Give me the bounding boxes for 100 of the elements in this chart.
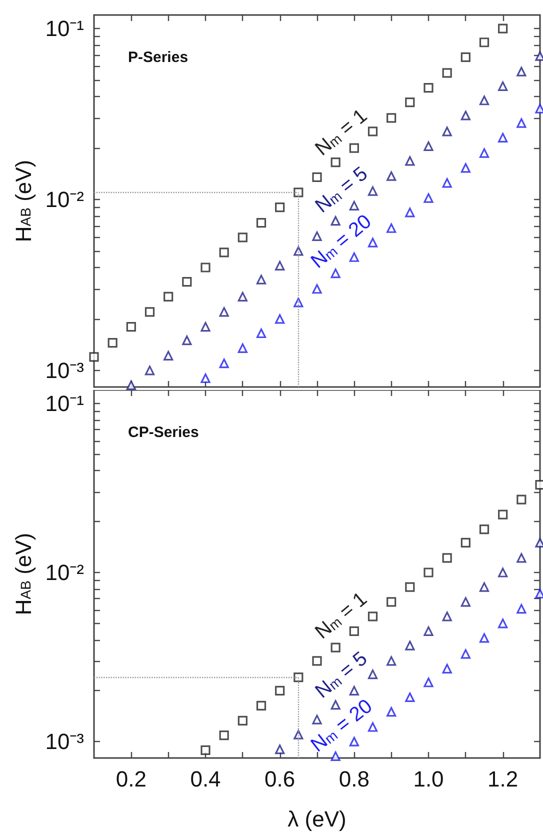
point <box>386 223 396 233</box>
point <box>108 338 118 348</box>
point <box>144 307 155 317</box>
point <box>479 96 490 106</box>
point <box>460 597 470 607</box>
y-axis-title: HAB (eV) <box>10 160 36 242</box>
point <box>219 730 229 740</box>
point <box>516 66 526 76</box>
point <box>182 276 192 287</box>
point <box>182 336 192 346</box>
point <box>516 118 526 128</box>
point <box>460 163 470 173</box>
point <box>330 216 340 226</box>
point <box>442 178 452 188</box>
point <box>498 510 508 520</box>
point <box>238 232 248 242</box>
point <box>164 350 174 360</box>
point <box>349 252 359 262</box>
y-tick-label: 10⁻² <box>45 560 84 585</box>
y-tick-label: 10⁻³ <box>45 729 84 754</box>
point <box>256 328 266 338</box>
point <box>405 692 415 702</box>
point <box>368 612 378 622</box>
point <box>238 292 248 302</box>
point <box>386 656 396 666</box>
x-tick-label: 1.2 <box>488 766 518 792</box>
point <box>386 707 396 717</box>
point <box>275 686 285 696</box>
point <box>460 649 470 659</box>
point <box>256 700 266 711</box>
point <box>424 568 434 578</box>
point <box>275 202 285 212</box>
point <box>479 148 490 158</box>
point <box>200 322 210 332</box>
point <box>275 260 285 270</box>
point <box>330 700 340 710</box>
point <box>275 744 285 754</box>
point <box>312 284 322 294</box>
point <box>424 141 434 151</box>
point <box>405 98 415 108</box>
point <box>405 208 415 218</box>
point <box>294 188 304 198</box>
x-tick-label: 0.4 <box>190 766 221 792</box>
point <box>424 626 434 636</box>
point <box>442 68 452 78</box>
text: Nm = 1 <box>311 588 372 644</box>
point <box>442 126 452 136</box>
point <box>460 52 470 62</box>
point <box>144 366 155 376</box>
point <box>442 612 452 622</box>
point <box>405 156 415 166</box>
y-axis-title: HAB (eV) <box>10 532 36 616</box>
x-tick-label: 0.6 <box>264 766 296 792</box>
point <box>238 716 248 726</box>
point <box>238 343 248 353</box>
point <box>330 751 340 761</box>
point <box>219 307 229 317</box>
point <box>479 38 490 48</box>
point <box>349 736 359 746</box>
point <box>219 358 229 368</box>
point <box>479 582 490 592</box>
point <box>479 524 490 534</box>
point <box>200 373 210 384</box>
point <box>498 81 508 91</box>
y-tick-label: 10⁻¹ <box>45 390 84 416</box>
point <box>442 553 452 563</box>
point <box>368 186 378 196</box>
point <box>368 126 378 136</box>
point <box>386 113 396 123</box>
point <box>349 686 359 696</box>
point <box>368 670 378 680</box>
point <box>460 110 470 120</box>
point <box>424 83 434 93</box>
point <box>498 568 508 578</box>
point <box>349 143 359 153</box>
point <box>312 172 322 182</box>
point <box>330 158 340 168</box>
x-tick-label: 1.0 <box>413 766 444 792</box>
point <box>460 538 470 548</box>
point <box>368 238 378 248</box>
point <box>294 672 304 682</box>
point <box>330 642 340 652</box>
point <box>424 678 434 688</box>
point <box>386 171 396 181</box>
point <box>200 262 210 272</box>
point <box>275 314 285 324</box>
point <box>516 494 526 504</box>
point <box>386 597 396 607</box>
point <box>516 604 526 614</box>
point <box>368 722 378 732</box>
point <box>89 352 99 362</box>
point <box>256 218 266 228</box>
point <box>349 200 359 210</box>
y-tick-label: 10⁻¹ <box>45 16 84 42</box>
y-tick-label: 10⁻² <box>45 186 84 212</box>
point <box>498 132 508 142</box>
x-axis-title: λ (eV) <box>288 806 346 832</box>
point <box>442 664 452 674</box>
text: Nm = 1 <box>311 105 372 160</box>
y-tick-label: 10⁻³ <box>45 358 84 383</box>
